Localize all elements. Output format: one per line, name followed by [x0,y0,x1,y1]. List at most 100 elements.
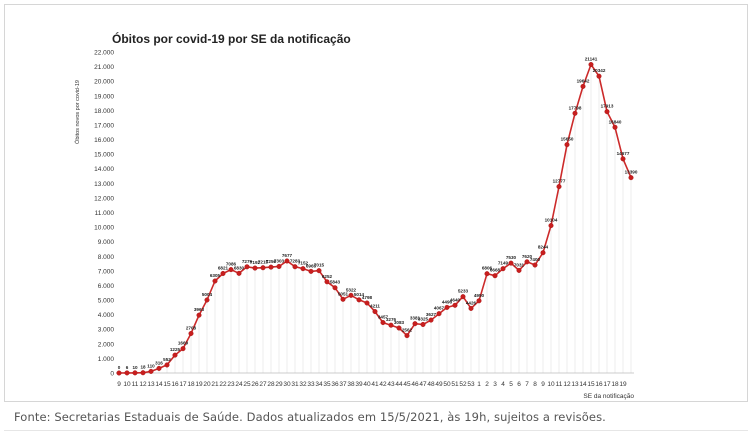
data-point [396,325,402,331]
x-tick-label: 44 [395,381,403,388]
data-label: 7279 [242,259,253,264]
data-point [444,304,450,310]
y-tick-label: 7.000 [98,268,115,275]
data-label: 6305 [210,273,221,278]
data-point [292,264,298,270]
x-tick-label: 46 [411,381,419,388]
data-label: 21141 [585,57,598,62]
x-tick-label: 31 [291,381,299,388]
data-point [188,330,194,336]
data-point [204,297,210,303]
data-point [548,223,554,229]
x-tick-label: 6 [517,381,521,388]
data-point [476,298,482,304]
data-label: 3963 [194,307,205,312]
data-point [492,273,498,279]
data-label: 7256 [266,259,277,264]
data-label: 7620 [522,254,533,259]
x-tick-label: 33 [307,381,315,388]
x-tick-label: 21 [211,381,219,388]
x-tick-label: 3 [493,381,497,388]
x-tick-label: 25 [243,381,251,388]
data-point [428,317,434,323]
data-label: 17913 [601,104,614,109]
x-tick-label: 7 [525,381,529,388]
data-point [556,184,562,190]
x-tick-label: 11 [556,381,563,388]
x-tick-label: 18 [611,381,619,388]
x-tick-label: 53 [467,381,475,388]
y-tick-label: 18.000 [94,108,114,115]
x-tick-label: 26 [251,381,259,388]
data-label: 15650 [561,137,574,142]
x-tick-label: 8 [533,381,537,388]
data-label: 7086 [226,262,237,267]
data-point [260,265,266,271]
data-point [124,370,130,376]
data-point [404,333,410,339]
data-label: 7283 [290,259,301,264]
data-label: 19642 [577,78,590,83]
data-point [140,370,146,376]
y-tick-label: 11.000 [95,210,115,217]
data-point [580,83,586,89]
x-tick-label: 18 [187,381,195,388]
data-point [412,321,418,327]
data-label: 3276 [386,317,397,322]
data-point [532,262,538,268]
chart-frame: Óbitos por covid-19 por SE da notificaçã… [4,4,748,402]
gridlines [126,64,632,373]
data-point [172,352,178,358]
x-tick-label: 12 [139,381,147,388]
data-point [436,311,442,317]
data-point [164,362,170,368]
x-tick-label: 41 [371,381,379,388]
data-point [340,296,346,302]
data-label: 4798 [362,295,373,300]
data-label: 6806 [482,266,493,271]
y-tick-label: 12.000 [94,195,114,202]
x-tick-label: 13 [147,381,155,388]
x-tick-label: 23 [227,381,235,388]
data-point [564,142,570,148]
x-tick-label: 22 [219,381,227,388]
data-label: 6965 [306,263,317,268]
divider [4,430,748,431]
data-point [620,156,626,162]
x-axis-title: SE da notificação [583,393,634,400]
data-label: 3083 [394,320,405,325]
data-point [244,264,250,270]
y-tick-label: 1.000 [98,356,115,363]
x-tick-label: 48 [427,381,435,388]
x-tick-label: 37 [339,381,347,388]
y-tick-label: 15.000 [94,152,114,159]
data-point [148,368,154,374]
data-point [356,297,362,303]
data-label: 17798 [569,105,582,110]
x-tick-label: 19 [195,381,203,388]
y-tick-label: 13.000 [94,181,114,188]
data-point [508,260,514,266]
y-tick-label: 16.000 [94,137,114,144]
data-point [220,270,226,276]
data-label: 5843 [330,280,341,285]
data-label: 7015 [314,263,325,268]
data-label: 7149 [498,261,509,266]
y-tick-label: 2.000 [98,341,115,348]
x-tick-label: 34 [315,381,323,388]
data-point [332,285,338,291]
data-point [364,300,370,306]
y-tick-label: 8.000 [98,254,115,261]
data-point [572,110,578,116]
data-point [628,175,634,181]
data-label: 5322 [346,287,357,292]
x-tick-label: 9 [541,381,545,388]
x-tick-label: 27 [259,381,267,388]
data-point [380,320,386,326]
y-tick-label: 10.000 [94,225,114,232]
axes: 01.0002.0003.0004.0005.0006.0007.0008.00… [94,50,634,388]
data-point [452,302,458,308]
data-point [132,370,138,376]
data-point [316,268,322,274]
x-tick-label: 4 [501,381,505,388]
